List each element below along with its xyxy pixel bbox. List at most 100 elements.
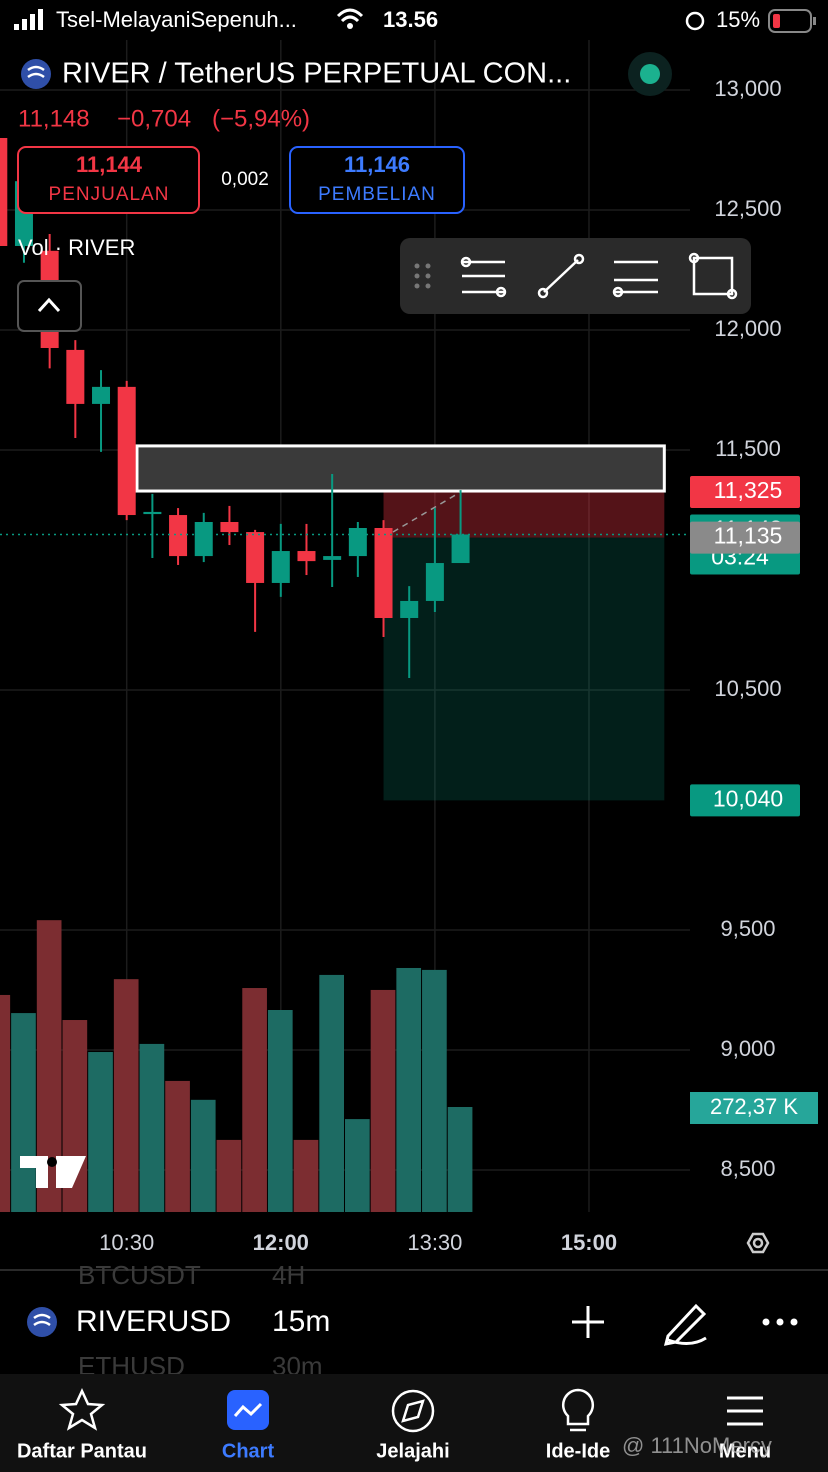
candle-body <box>169 515 188 557</box>
candle-body <box>348 527 367 557</box>
volume-bar <box>293 1139 319 1212</box>
candle-body <box>0 137 8 246</box>
change: −0,704 <box>117 105 191 132</box>
candle-body <box>117 386 136 516</box>
price-label: 10,040 <box>713 785 783 811</box>
volume-bar <box>139 1043 165 1212</box>
tool-rectangle[interactable] <box>688 252 738 300</box>
price-label: 11,135 <box>714 523 783 549</box>
volume-bar <box>319 974 344 1212</box>
y-tick-label: 12,500 <box>714 196 781 221</box>
nav-item[interactable]: Daftar Pantau <box>17 1440 147 1462</box>
candle-body <box>451 534 470 564</box>
nav-item[interactable]: Ide-Ide <box>546 1440 610 1462</box>
volume-bar <box>216 1139 242 1212</box>
price-label-box <box>690 521 800 554</box>
bottom-nav: Daftar Pantau Chart Jelajahi Ide-Ide Men… <box>0 1374 828 1472</box>
candle-body <box>143 511 162 515</box>
candle-body <box>66 349 85 404</box>
buy-label: PEMBELIAN <box>318 184 436 205</box>
volume-bar <box>447 1107 473 1212</box>
volume-bar <box>267 1009 293 1212</box>
volume-bar <box>370 989 396 1212</box>
sell-label: PENJUALAN <box>49 184 170 205</box>
rectangle-drawing <box>135 444 666 493</box>
y-tick-label: 10,500 <box>714 676 781 701</box>
symbol-title[interactable]: RIVER / TetherUS PERPETUAL CON... <box>62 58 571 90</box>
x-tick-label: 10:30 <box>99 1230 154 1255</box>
x-tick-label: 15:00 <box>561 1230 617 1255</box>
spread: 0,002 <box>221 169 269 190</box>
candle-body <box>246 532 265 583</box>
interval[interactable]: 15m <box>272 1305 330 1338</box>
price-label: 11,325 <box>714 477 783 503</box>
tool-fib[interactable] <box>460 256 507 298</box>
buy-button[interactable] <box>289 146 465 214</box>
volume-bar <box>0 994 11 1212</box>
faded-interval: 4H <box>272 1260 305 1290</box>
faded-symbol: BTCUSDT <box>78 1260 201 1290</box>
tool-channel[interactable] <box>612 260 658 298</box>
volume-bar <box>190 1099 216 1212</box>
symbol-bar: BTCUSDT 4H ETHUSD 30m RIVERUSD 15m <box>27 1260 798 1381</box>
chart-pane <box>0 40 690 1212</box>
add-button[interactable] <box>572 1306 604 1338</box>
volume-bar <box>345 1119 370 1212</box>
candle-body <box>425 563 444 601</box>
position-guide <box>383 491 461 539</box>
volume-bar <box>88 1052 113 1212</box>
candle-body <box>194 521 213 557</box>
y-tick-label: 9,000 <box>720 1036 775 1061</box>
nav-item[interactable]: Jelajahi <box>376 1440 449 1462</box>
volume-bar <box>165 1080 190 1212</box>
y-tick-label: 13,000 <box>714 76 781 101</box>
drawing-toolbar <box>400 238 751 314</box>
stop-zone <box>383 491 665 538</box>
change-percent: (−5,94%) <box>212 105 310 132</box>
candle-body <box>92 386 111 404</box>
candle-body <box>400 600 419 618</box>
x-tick-label: 12:00 <box>253 1230 309 1255</box>
battery-level: 15% <box>716 7 760 32</box>
watermark: @ 111NoMercy <box>622 1433 772 1458</box>
symbol[interactable]: RIVERUSD <box>76 1305 231 1338</box>
sell-price: 11,144 <box>76 152 143 177</box>
x-tick-label: 13:30 <box>407 1230 462 1255</box>
volume-bar <box>396 967 422 1212</box>
status-bar: Tsel-MelayaniSepenuh... 13.56 15% <box>14 7 816 33</box>
candle-body <box>220 521 239 533</box>
candle-body <box>271 551 290 583</box>
header: RIVER / TetherUS PERPETUAL CON... 11,148… <box>17 52 672 332</box>
y-tick-label: 11,500 <box>715 436 781 461</box>
sell-button[interactable] <box>17 146 200 214</box>
candle-body <box>297 551 316 562</box>
y-tick-label: 9,500 <box>720 916 775 941</box>
price-label-box <box>690 475 800 508</box>
tv-logo <box>20 1156 86 1188</box>
more-button[interactable] <box>762 1318 798 1326</box>
volume-bar <box>11 1013 36 1212</box>
clock: 13.56 <box>383 7 438 32</box>
last-price: 11,148 <box>18 105 90 132</box>
candle-body <box>374 527 393 618</box>
draw-button[interactable] <box>663 1303 707 1346</box>
volume-label: 272,37 K <box>710 1094 798 1119</box>
y-tick-label: 8,500 <box>720 1156 775 1181</box>
volume-bar <box>113 979 139 1212</box>
tool-trendline[interactable] <box>537 253 585 299</box>
target-zone <box>383 537 665 801</box>
nav-item[interactable]: Chart <box>222 1440 275 1462</box>
nav-item[interactable]: Menu <box>719 1440 771 1462</box>
price-label-box <box>690 784 800 817</box>
collapse-button[interactable] <box>17 280 82 332</box>
volume-bar <box>242 988 267 1212</box>
volume-label-box <box>690 1092 818 1125</box>
carrier: Tsel-MelayaniSepenuh... <box>56 7 297 32</box>
volume-bar <box>422 969 447 1212</box>
candle-body <box>323 556 342 560</box>
buy-price: 11,146 <box>344 152 410 177</box>
settings-icon[interactable] <box>746 1232 770 1254</box>
indicator-legend: Vol · RIVER <box>18 235 135 260</box>
